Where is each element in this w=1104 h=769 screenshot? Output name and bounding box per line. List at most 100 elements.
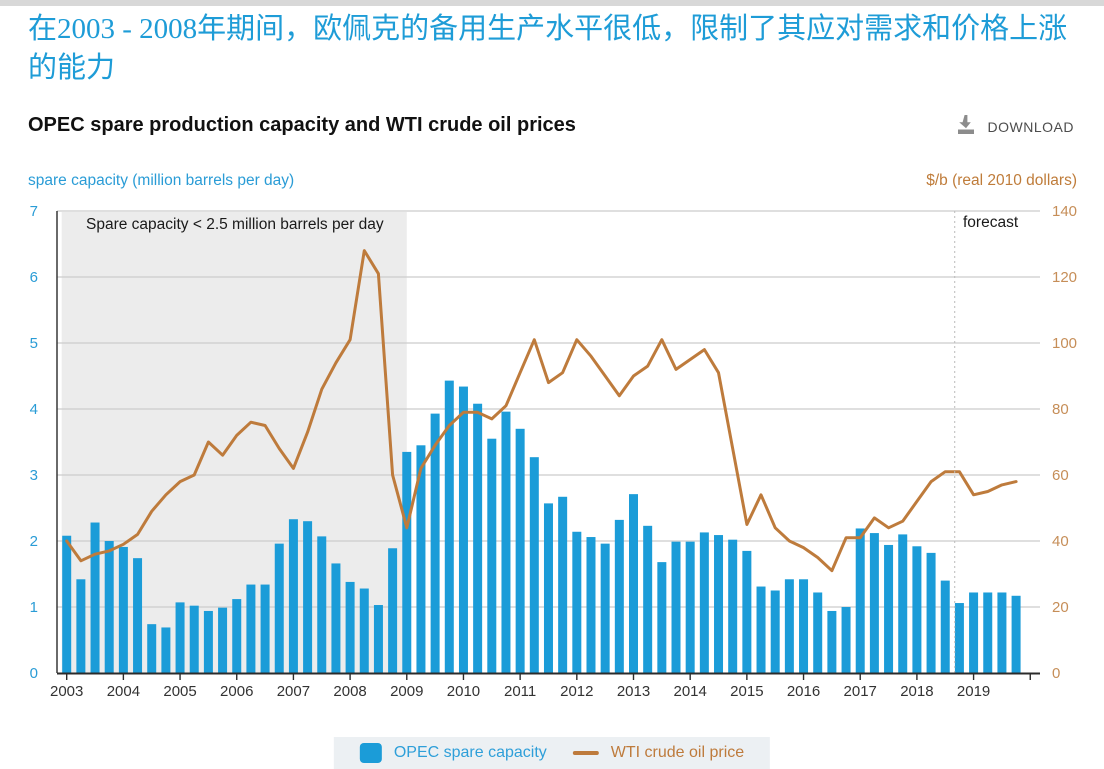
spare-capacity-bar <box>416 445 426 673</box>
spare-capacity-bar <box>203 610 213 673</box>
spare-capacity-bar <box>232 599 242 673</box>
right-axis-tick-label: 0 <box>1052 665 1060 682</box>
year-label: 2008 <box>333 683 366 700</box>
spare-capacity-bar <box>983 592 993 673</box>
wti-price-line <box>65 249 1018 573</box>
spare-capacity-bar <box>940 580 950 673</box>
year-label: 2004 <box>107 683 140 700</box>
spare-capacity-bar <box>742 550 752 673</box>
spare-capacity-bar <box>218 607 228 673</box>
wti-line-group <box>65 249 1018 573</box>
spare-capacity-bar <box>359 588 369 673</box>
left-axis-tick-label: 2 <box>30 533 38 550</box>
right-axis-tick-label: 60 <box>1052 467 1069 484</box>
year-label: 2005 <box>163 683 196 700</box>
spare-capacity-bar <box>260 584 270 673</box>
spare-capacity-bar <box>855 528 865 673</box>
spare-capacity-bar <box>657 562 667 673</box>
year-label: 2018 <box>900 683 933 700</box>
spare-capacity-bar <box>699 532 709 673</box>
spare-capacity-bar <box>444 380 454 673</box>
forecast-label: forecast <box>963 214 1019 231</box>
spare-capacity-bar <box>515 428 525 673</box>
spare-capacity-bar <box>1011 595 1021 673</box>
spare-capacity-bar <box>402 451 412 673</box>
spare-capacity-bar <box>997 592 1007 673</box>
spare-capacity-bar <box>770 590 780 673</box>
left-axis-tick-label: 6 <box>30 269 38 286</box>
spare-capacity-bar <box>189 605 199 673</box>
axes-group <box>56 211 1040 680</box>
right-axis-title: $/b (real 2010 dollars) <box>926 172 1077 189</box>
spare-capacity-bar <box>147 624 157 673</box>
chart-legend: OPEC spare capacity WTI crude oil price <box>333 737 771 769</box>
spare-capacity-bar <box>756 586 766 673</box>
shaded-region-annotation: Spare capacity < 2.5 million barrels per… <box>86 216 384 233</box>
spare-capacity-bar <box>246 584 256 673</box>
spare-capacity-bar <box>458 386 468 673</box>
bar-legend-swatch <box>359 743 382 763</box>
spare-capacity-bar <box>912 546 922 673</box>
spare-capacity-bar <box>373 605 383 673</box>
spare-capacity-bar <box>841 607 851 673</box>
download-label: DOWNLOAD <box>987 118 1074 135</box>
spare-capacity-bar <box>558 496 568 673</box>
spare-capacity-bar <box>827 610 837 673</box>
spare-capacity-bar <box>954 603 964 673</box>
year-label: 2014 <box>673 683 706 700</box>
spare-capacity-bar <box>303 521 313 673</box>
spare-capacity-bar <box>473 403 483 673</box>
spare-capacity-bar <box>728 539 738 673</box>
spare-capacity-bar <box>133 558 143 673</box>
spare-capacity-bar <box>543 503 553 673</box>
year-label: 2015 <box>730 683 763 700</box>
spare-capacity-bar <box>345 581 355 673</box>
left-axis-tick-label: 0 <box>30 665 38 682</box>
year-label: 2016 <box>787 683 820 700</box>
year-label: 2003 <box>50 683 83 700</box>
spare-capacity-bar <box>104 541 114 673</box>
spare-capacity-bar <box>501 411 511 673</box>
left-axis-tick-label: 1 <box>30 599 38 616</box>
bars-group <box>62 380 1021 673</box>
top-border-strip <box>0 0 1104 6</box>
right-axis-tick-label: 100 <box>1052 335 1077 352</box>
chart-title: OPEC spare production capacity and WTI c… <box>28 114 576 136</box>
spare-capacity-bar <box>969 592 979 673</box>
spare-capacity-bar <box>685 541 695 673</box>
spare-capacity-bar <box>799 579 809 673</box>
spare-capacity-bar <box>884 544 894 673</box>
spare-capacity-bar <box>317 536 327 673</box>
spare-capacity-bar <box>714 535 724 673</box>
spare-capacity-bar <box>288 519 298 673</box>
year-label: 2009 <box>390 683 423 700</box>
right-axis-tick-label: 120 <box>1052 269 1077 286</box>
bar-legend-label: OPEC spare capacity <box>393 744 547 761</box>
right-axis-tick-label: 80 <box>1052 401 1069 418</box>
spare-capacity-bar <box>430 413 440 673</box>
spare-capacity-bar <box>643 525 653 673</box>
spare-capacity-bar <box>813 592 823 673</box>
year-label: 2017 <box>844 683 877 700</box>
spare-capacity-bar <box>926 552 936 673</box>
spare-capacity-bar <box>118 546 128 673</box>
year-label: 2012 <box>560 683 593 700</box>
year-label: 2007 <box>277 683 310 700</box>
line-legend-swatch <box>572 751 599 755</box>
spare-capacity-bar <box>600 543 610 673</box>
spare-capacity-bar <box>161 627 171 673</box>
page-title: 在2003 - 2008年期间，欧佩克的备用生产水平很低，限制了其应对需求和价格… <box>28 13 1068 84</box>
download-button[interactable]: DOWNLOAD <box>954 112 1074 141</box>
right-axis-tick-label: 20 <box>1052 599 1069 616</box>
spare-capacity-bar <box>586 537 596 673</box>
line-legend-label: WTI crude oil price <box>610 744 745 761</box>
year-label: 2013 <box>617 683 650 700</box>
left-axis-title: spare capacity (million barrels per day) <box>28 172 295 189</box>
spare-capacity-bar <box>671 541 681 673</box>
year-label: 2011 <box>504 683 536 700</box>
spare-capacity-bar <box>76 579 86 673</box>
left-axis-tick-label: 7 <box>30 203 38 220</box>
right-axis-tick-label: 140 <box>1052 203 1077 220</box>
